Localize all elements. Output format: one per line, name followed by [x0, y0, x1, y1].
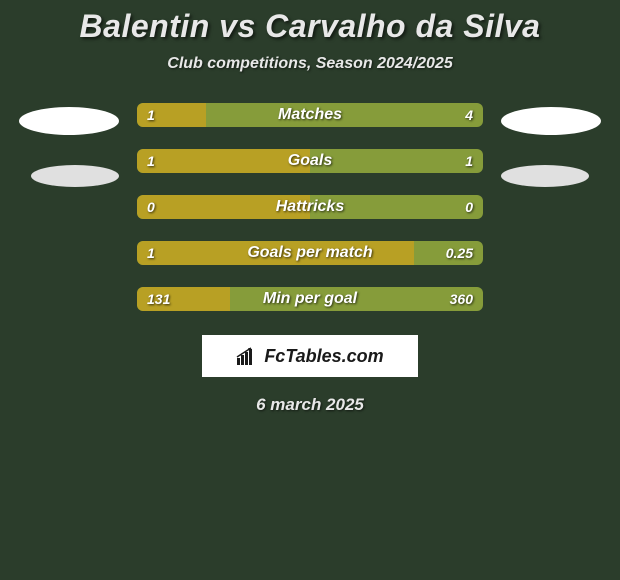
snapshot-date: 6 march 2025: [0, 395, 620, 415]
right-club-placeholder: [501, 165, 589, 187]
comparison-widget: Balentin vs Carvalho da Silva Club compe…: [0, 0, 620, 415]
left-flag-placeholder: [19, 107, 119, 135]
right-player-col: [501, 103, 601, 187]
stats-bars: 14Matches 11Goals 00Hattricks 10.25Goals pe…: [137, 103, 483, 311]
page-subtitle: Club competitions, Season 2024/2025: [0, 55, 620, 73]
stat-bar: 131360Min per goal: [137, 287, 483, 311]
main-row: 14Matches 11Goals 00Hattricks 10.25Goals pe…: [0, 103, 620, 311]
stat-label: Min per goal: [137, 287, 483, 311]
stat-bar: 00Hattricks: [137, 195, 483, 219]
fctables-logo[interactable]: FcTables.com: [202, 335, 418, 377]
stat-bar: 10.25Goals per match: [137, 241, 483, 265]
logo-text: FcTables.com: [264, 346, 383, 367]
stat-label: Hattricks: [137, 195, 483, 219]
left-club-placeholder: [31, 165, 119, 187]
stat-label: Goals: [137, 149, 483, 173]
chart-bars-icon: [236, 347, 258, 365]
left-player-col: [19, 103, 119, 187]
stat-label: Matches: [137, 103, 483, 127]
stat-bar: 11Goals: [137, 149, 483, 173]
right-flag-placeholder: [501, 107, 601, 135]
stat-bar: 14Matches: [137, 103, 483, 127]
stat-label: Goals per match: [137, 241, 483, 265]
page-title: Balentin vs Carvalho da Silva: [0, 8, 620, 45]
